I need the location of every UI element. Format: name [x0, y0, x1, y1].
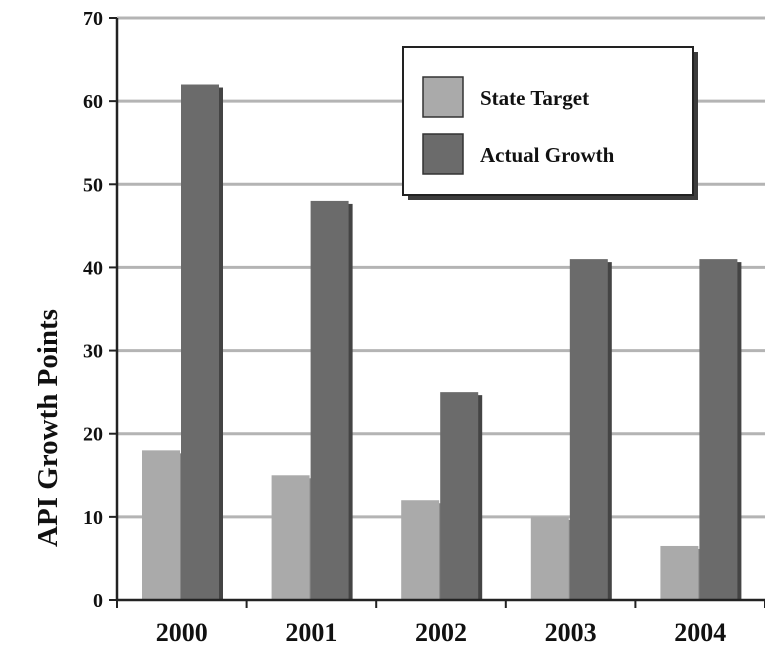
y-tick-label: 20 — [83, 424, 103, 446]
legend-label-actual-growth: Actual Growth — [480, 143, 615, 167]
y-tick-label: 40 — [83, 257, 103, 279]
y-tick-label: 30 — [83, 341, 103, 363]
labels: 0 10 20 30 40 50 60 70 2000 2001 2002 2003 2004 — [83, 8, 726, 647]
bar-state-target-2004 — [660, 545, 699, 600]
y-tick-label: 60 — [83, 91, 103, 113]
x-tick-label: 2000 — [156, 618, 208, 645]
bar-state-target-2001 — [271, 475, 310, 600]
x-tick-label: 2002 — [415, 618, 467, 645]
bar-actual-growth-2004 — [699, 259, 738, 600]
bar-state-target-2000 — [142, 450, 180, 600]
bar-state-target-2002 — [401, 500, 440, 600]
legend-label-state-target: State Target — [480, 86, 589, 110]
y-tick-label: 10 — [83, 507, 103, 529]
bars — [142, 84, 742, 600]
bar-actual-growth-2003 — [569, 259, 608, 600]
axes — [109, 17, 765, 608]
bar-actual-growth-2000 — [181, 84, 219, 600]
y-tick-label: 50 — [83, 174, 103, 196]
x-tick-label: 2004 — [674, 618, 726, 645]
y-tick-label: 70 — [83, 8, 103, 30]
x-tick-label: 2003 — [545, 618, 597, 645]
legend: State Target Actual Growth — [402, 46, 698, 200]
bar-state-target-2003 — [530, 516, 569, 600]
bar-actual-growth-2001 — [310, 200, 349, 600]
x-tick-label: 2001 — [285, 618, 337, 645]
y-tick-label: 0 — [93, 590, 103, 612]
legend-swatch-actual-growth — [422, 133, 464, 175]
legend-swatch-state-target — [422, 76, 464, 118]
y-axis-title: API Growth Points — [32, 309, 64, 547]
bar-actual-growth-2002 — [440, 392, 479, 600]
